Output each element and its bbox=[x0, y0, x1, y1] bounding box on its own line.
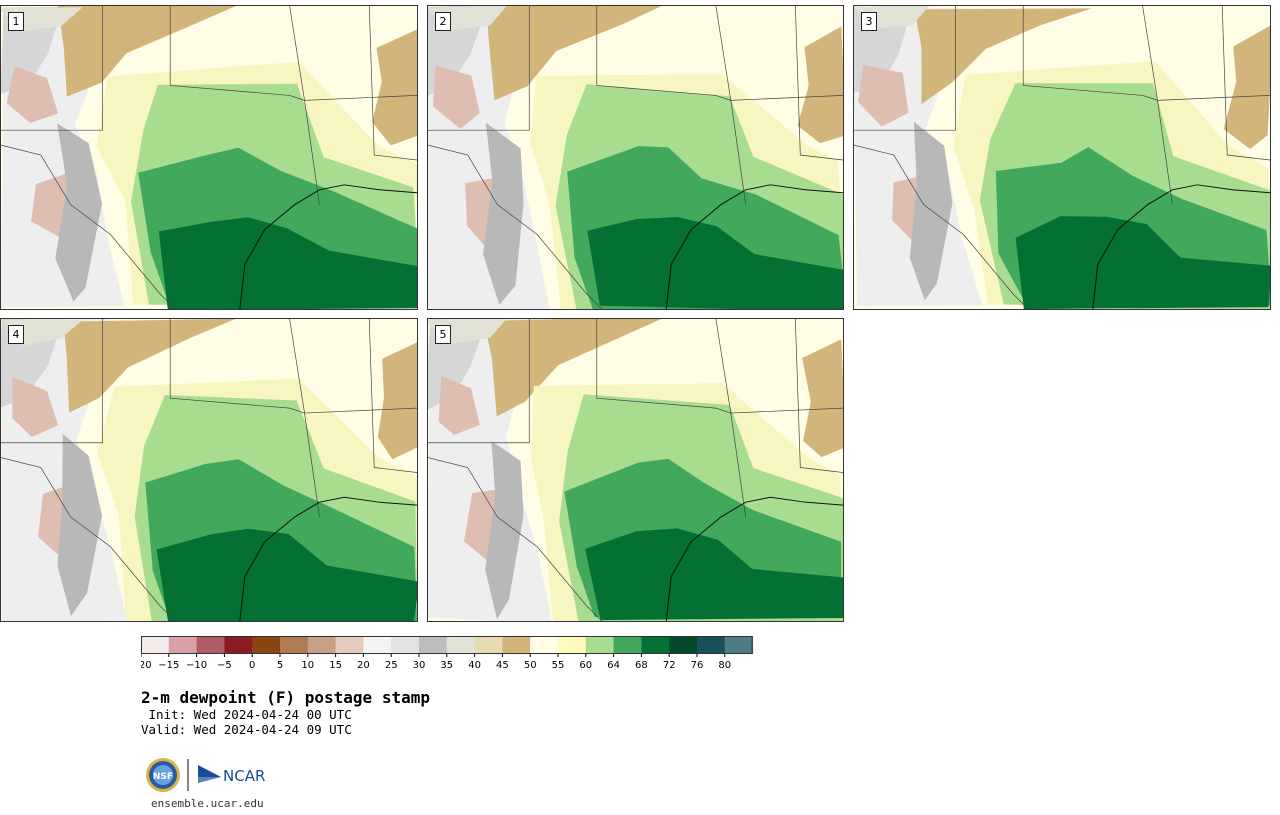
colorbar-tick-label: −20 bbox=[141, 660, 152, 671]
website-link[interactable]: ensemble.ucar.edu bbox=[151, 797, 264, 810]
colorbar-swatch bbox=[335, 636, 364, 654]
colorbar-tick-label: 68 bbox=[635, 660, 648, 671]
dewpoint-map-5 bbox=[428, 319, 843, 621]
init-time: Init: Wed 2024-04-24 00 UTC bbox=[141, 707, 352, 722]
colorbar-swatch bbox=[307, 636, 337, 654]
colorbar-tick-label: −15 bbox=[158, 660, 179, 671]
colorbar-swatch bbox=[697, 636, 726, 654]
ncar-logo-text: NCAR bbox=[223, 767, 265, 785]
colorbar-swatch bbox=[502, 636, 531, 654]
map-panel-3: 3 bbox=[853, 5, 1271, 310]
colorbar-swatch bbox=[141, 636, 170, 654]
valid-time: Valid: Wed 2024-04-24 09 UTC bbox=[141, 722, 352, 737]
colorbar-tick-label: 50 bbox=[524, 660, 537, 671]
panel-label-2: 2 bbox=[435, 12, 451, 31]
colorbar-swatch bbox=[252, 636, 281, 654]
colorbar-tick-label: 64 bbox=[607, 660, 620, 671]
colorbar-tick-label: −10 bbox=[186, 660, 207, 671]
panel-label-5: 5 bbox=[435, 325, 451, 344]
colorbar-tick-label: 20 bbox=[357, 660, 370, 671]
colorbar-tick-label: 10 bbox=[301, 660, 314, 671]
colorbar-swatch bbox=[280, 636, 309, 654]
colorbar-swatch bbox=[224, 636, 253, 654]
colorbar-tick-label: 40 bbox=[468, 660, 481, 671]
dewpoint-map-3 bbox=[854, 6, 1270, 309]
colorbar-swatch bbox=[613, 636, 642, 654]
map-panel-4: 4 bbox=[0, 318, 418, 622]
nsf-logo-text: NSF bbox=[153, 772, 173, 782]
colorbar-tick-label: 30 bbox=[413, 660, 426, 671]
colorbar: −20 −15 −10 −5 0 5 10 15 20 25 30 35 40 45 50 55 60 64 68 7… bbox=[141, 636, 754, 671]
colorbar-swatch bbox=[585, 636, 615, 654]
colorbar-swatch bbox=[558, 636, 587, 654]
colorbar-swatch bbox=[391, 636, 420, 654]
colorbar-swatch bbox=[641, 636, 670, 654]
panel-label-3: 3 bbox=[861, 12, 877, 31]
colorbar-tick-label: −5 bbox=[217, 660, 232, 671]
chart-title: 2-m dewpoint (F) postage stamp bbox=[141, 688, 430, 707]
colorbar-tick-label: 80 bbox=[718, 660, 731, 671]
colorbar-tick-label: 35 bbox=[440, 660, 453, 671]
colorbar-tick-label: 25 bbox=[385, 660, 398, 671]
colorbar-swatch bbox=[168, 636, 198, 654]
colorbar-swatch bbox=[363, 636, 392, 654]
colorbar-tick-label: 15 bbox=[329, 660, 342, 671]
colorbar-swatch bbox=[446, 636, 476, 654]
nsf-logo: NSF bbox=[146, 758, 180, 792]
ncar-logo: NCAR bbox=[198, 765, 265, 785]
colorbar-tick-label: 5 bbox=[277, 660, 283, 671]
map-panel-5: 5 bbox=[427, 318, 844, 622]
map-panel-1: 1 bbox=[0, 5, 418, 310]
colorbar-swatch bbox=[669, 636, 698, 654]
colorbar-tick-label: 45 bbox=[496, 660, 509, 671]
colorbar-tick-label: 0 bbox=[249, 660, 255, 671]
colorbar-swatch bbox=[474, 636, 503, 654]
panel-label-4: 4 bbox=[8, 325, 24, 344]
colorbar-swatch bbox=[530, 636, 559, 654]
dewpoint-map-1 bbox=[1, 6, 417, 309]
colorbar-tick-label: 72 bbox=[663, 660, 676, 671]
colorbar-tick-label: 60 bbox=[579, 660, 592, 671]
colorbar-tick-label: 76 bbox=[691, 660, 704, 671]
dewpoint-map-4 bbox=[1, 319, 417, 621]
colorbar-swatch bbox=[196, 636, 225, 654]
colorbar-tick-label: 55 bbox=[552, 660, 565, 671]
logos: NSF NCAR bbox=[146, 758, 265, 792]
dewpoint-map-2 bbox=[428, 6, 843, 309]
map-panel-2: 2 bbox=[427, 5, 844, 310]
colorbar-swatch bbox=[419, 636, 448, 654]
panel-label-1: 1 bbox=[8, 12, 24, 31]
colorbar-swatch bbox=[724, 636, 754, 654]
